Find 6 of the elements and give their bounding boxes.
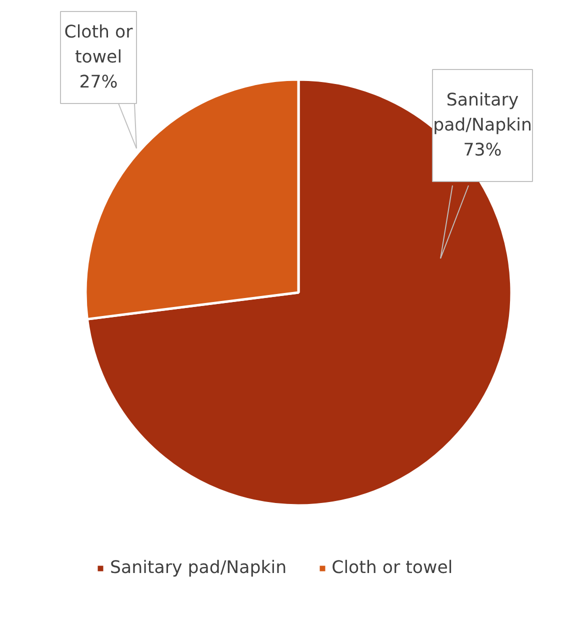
legend-label: Cloth or towel xyxy=(332,558,453,578)
data-label: 27% xyxy=(79,72,118,92)
slice-label: Cloth or towel xyxy=(64,22,134,68)
slice-label: Sanitary pad/Napkin xyxy=(433,90,532,136)
data-label: 73% xyxy=(463,140,502,160)
legend-label: Sanitary pad/Napkin xyxy=(110,558,287,578)
